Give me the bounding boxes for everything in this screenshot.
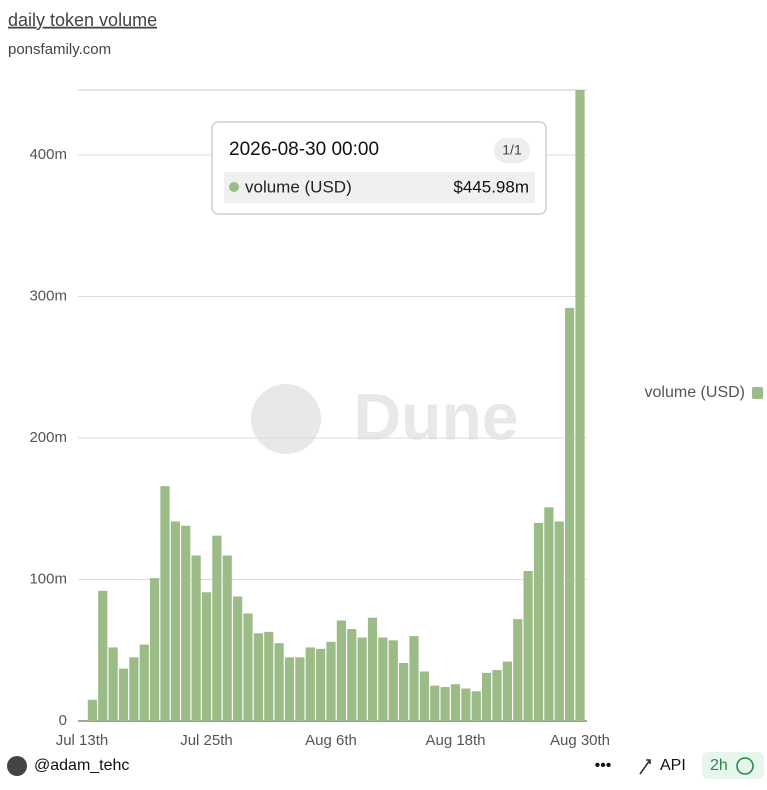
bar: [264, 631, 274, 721]
bar: [274, 643, 284, 721]
y-tick-label: 0: [59, 712, 67, 729]
bar: [554, 521, 564, 721]
tooltip-value: $445.98m: [453, 177, 529, 196]
bar: [243, 613, 253, 721]
bar: [305, 647, 315, 721]
bar: [201, 592, 212, 721]
bar: [316, 648, 326, 721]
bar: [544, 507, 554, 721]
bar: [492, 670, 502, 721]
x-tick-label: Aug 6th: [305, 732, 357, 749]
bar: [357, 637, 367, 721]
bar: [191, 555, 201, 721]
bar: [222, 555, 232, 721]
watermark-logo: [251, 384, 321, 454]
bar: [284, 657, 295, 721]
avatar[interactable]: [7, 756, 27, 776]
tooltip-series: volume (USD): [245, 177, 352, 196]
bar: [399, 662, 409, 721]
bar: [565, 307, 575, 721]
tooltip-row: [224, 172, 535, 203]
bar: [378, 637, 388, 721]
legend-swatch[interactable]: [752, 387, 763, 399]
bar: [336, 620, 346, 721]
bar: [181, 525, 191, 721]
tooltip-swatch: [229, 182, 239, 192]
bar: [430, 685, 440, 721]
bar: [347, 629, 357, 721]
bar: [409, 636, 419, 721]
tooltip-counter: 1/1: [502, 142, 522, 158]
y-tick-label: 200m: [29, 429, 67, 446]
x-tick-label: Jul 13th: [56, 732, 109, 749]
refresh-time: 2h: [710, 757, 728, 774]
x-tick-label: Aug 18th: [425, 732, 485, 749]
watermark: Dune: [354, 379, 519, 453]
bar: [87, 699, 97, 721]
bar: [233, 596, 243, 721]
x-tick-label: Jul 25th: [180, 732, 233, 749]
bar: [367, 617, 378, 721]
refresh-icon: [736, 757, 754, 775]
bar: [513, 619, 523, 721]
bar: [533, 522, 544, 721]
bar: [419, 671, 429, 721]
bar: [150, 578, 160, 721]
author[interactable]: @adam_tehc: [34, 757, 129, 774]
bar: [482, 672, 492, 721]
bar: [575, 90, 585, 721]
bar: [295, 657, 305, 721]
bar: [523, 571, 533, 721]
chart-title[interactable]: daily token volume: [8, 10, 157, 30]
bar: [170, 521, 180, 721]
bar: [160, 486, 170, 721]
tooltip: 2026-08-30 00:00 1/1 volume (USD) $445.9…: [211, 121, 547, 215]
bar: [450, 684, 461, 721]
bar: [212, 535, 222, 721]
more-menu[interactable]: •••: [595, 757, 612, 774]
bar: [108, 647, 118, 721]
api-icon: [639, 759, 651, 775]
bar: [502, 661, 512, 721]
api-button[interactable]: API: [660, 757, 686, 774]
bar: [471, 691, 481, 721]
bar: [98, 590, 108, 721]
bar: [388, 640, 398, 721]
bar: [129, 657, 139, 721]
tooltip-date: 2026-08-30 00:00: [229, 139, 379, 160]
legend-label[interactable]: volume (USD): [645, 384, 745, 401]
chart-subtitle: ponsfamily.com: [8, 41, 111, 58]
y-tick-label: 100m: [29, 570, 67, 587]
y-tick-label: 300m: [29, 288, 67, 305]
y-tick-label: 400m: [29, 146, 67, 163]
bar: [118, 668, 129, 721]
bar: [461, 688, 471, 721]
x-tick-label: Aug 30th: [550, 732, 610, 749]
bar: [253, 633, 263, 721]
bar: [139, 644, 149, 721]
bar: [326, 641, 336, 721]
tooltip-counter-bg: [494, 138, 530, 163]
bar: [440, 687, 450, 721]
